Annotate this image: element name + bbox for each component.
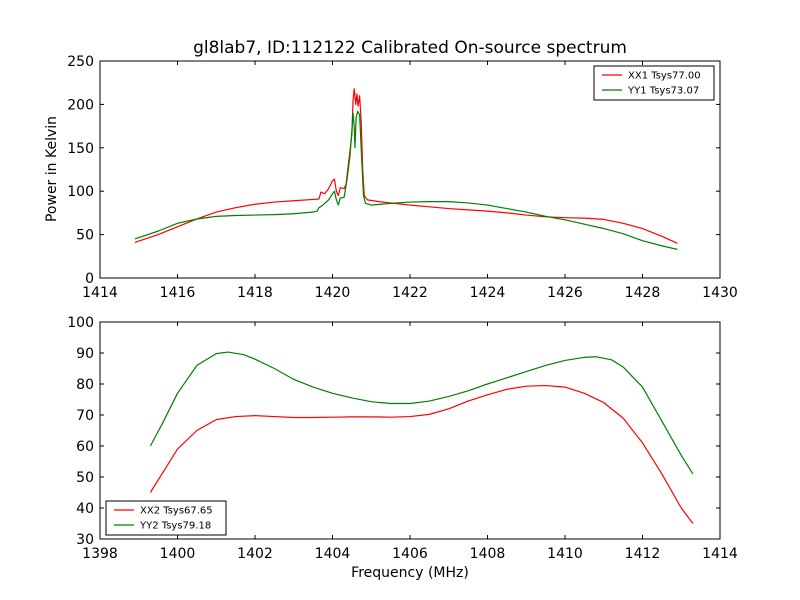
top-y-axis-label: Power in Kelvin (44, 116, 60, 222)
bottom-panel: 1398 1400 1402 1404 1406 1408 1410 1412 1414 30 40… (67, 315, 738, 562)
x-tick-label: 1404 (315, 546, 351, 562)
y-tick-label: 70 (76, 408, 94, 424)
legend-box (593, 65, 715, 101)
y-tick-label: 60 (76, 439, 94, 455)
x-tick-label: 1430 (702, 285, 738, 301)
y-tick-label: 200 (67, 97, 94, 113)
y-tick-label: 40 (76, 501, 94, 517)
x-tick-label: 1416 (160, 285, 196, 301)
y-tick-label: 100 (67, 184, 94, 200)
x-tick-label: 1410 (547, 546, 583, 562)
x-tick-label: 1424 (470, 285, 506, 301)
series-line-2 (149, 351, 694, 475)
top-panel: 1414 1416 1418 1420 1422 1424 1426 1428 1430 0 50 1… (67, 54, 738, 301)
series-line-2 (134, 110, 678, 250)
x-tick-label: 1408 (470, 546, 506, 562)
y-tick-label: 90 (76, 346, 94, 362)
x-tick-label: 1402 (237, 546, 273, 562)
y-tick-label: 250 (67, 54, 94, 70)
x-tick-label: 1422 (392, 285, 428, 301)
x-tick-label: 1420 (315, 285, 351, 301)
x-tick-label: 1398 (82, 546, 118, 562)
bottom-x-axis-label: Frequency (MHz) (351, 565, 469, 581)
y-tick-label: 30 (76, 532, 94, 548)
x-tick-label: 1414 (82, 285, 118, 301)
legend-box (105, 500, 227, 536)
legend: XX1 Tsys77.00 YY1 Tsys73.07 (593, 65, 715, 101)
legend-label: XX2 Tsys67.65 (140, 506, 213, 517)
series-line-1 (149, 384, 694, 524)
x-tick-label: 1426 (547, 285, 583, 301)
chart-title: gl8lab7, ID:112122 Calibrated On-source … (193, 38, 627, 58)
y-tick-label: 100 (67, 315, 94, 331)
y-tick-label: 0 (85, 271, 94, 287)
legend: XX2 Tsys67.65 YY2 Tsys79.18 (105, 500, 227, 536)
series-line-1 (134, 88, 678, 244)
x-tick-label: 1428 (625, 285, 661, 301)
x-tick-label: 1414 (702, 546, 738, 562)
legend-label: XX1 Tsys77.00 (628, 71, 701, 82)
legend-label: YY2 Tsys79.18 (139, 521, 211, 532)
y-tick-label: 50 (76, 228, 94, 244)
legend-label: YY1 Tsys73.07 (627, 86, 699, 97)
y-tick-label: 150 (67, 141, 94, 157)
x-tick-label: 1400 (160, 546, 196, 562)
x-tick-label: 1406 (392, 546, 428, 562)
y-tick-label: 80 (76, 377, 94, 393)
x-tick-label: 1412 (625, 546, 661, 562)
y-tick-label: 50 (76, 470, 94, 486)
x-tick-label: 1418 (237, 285, 273, 301)
